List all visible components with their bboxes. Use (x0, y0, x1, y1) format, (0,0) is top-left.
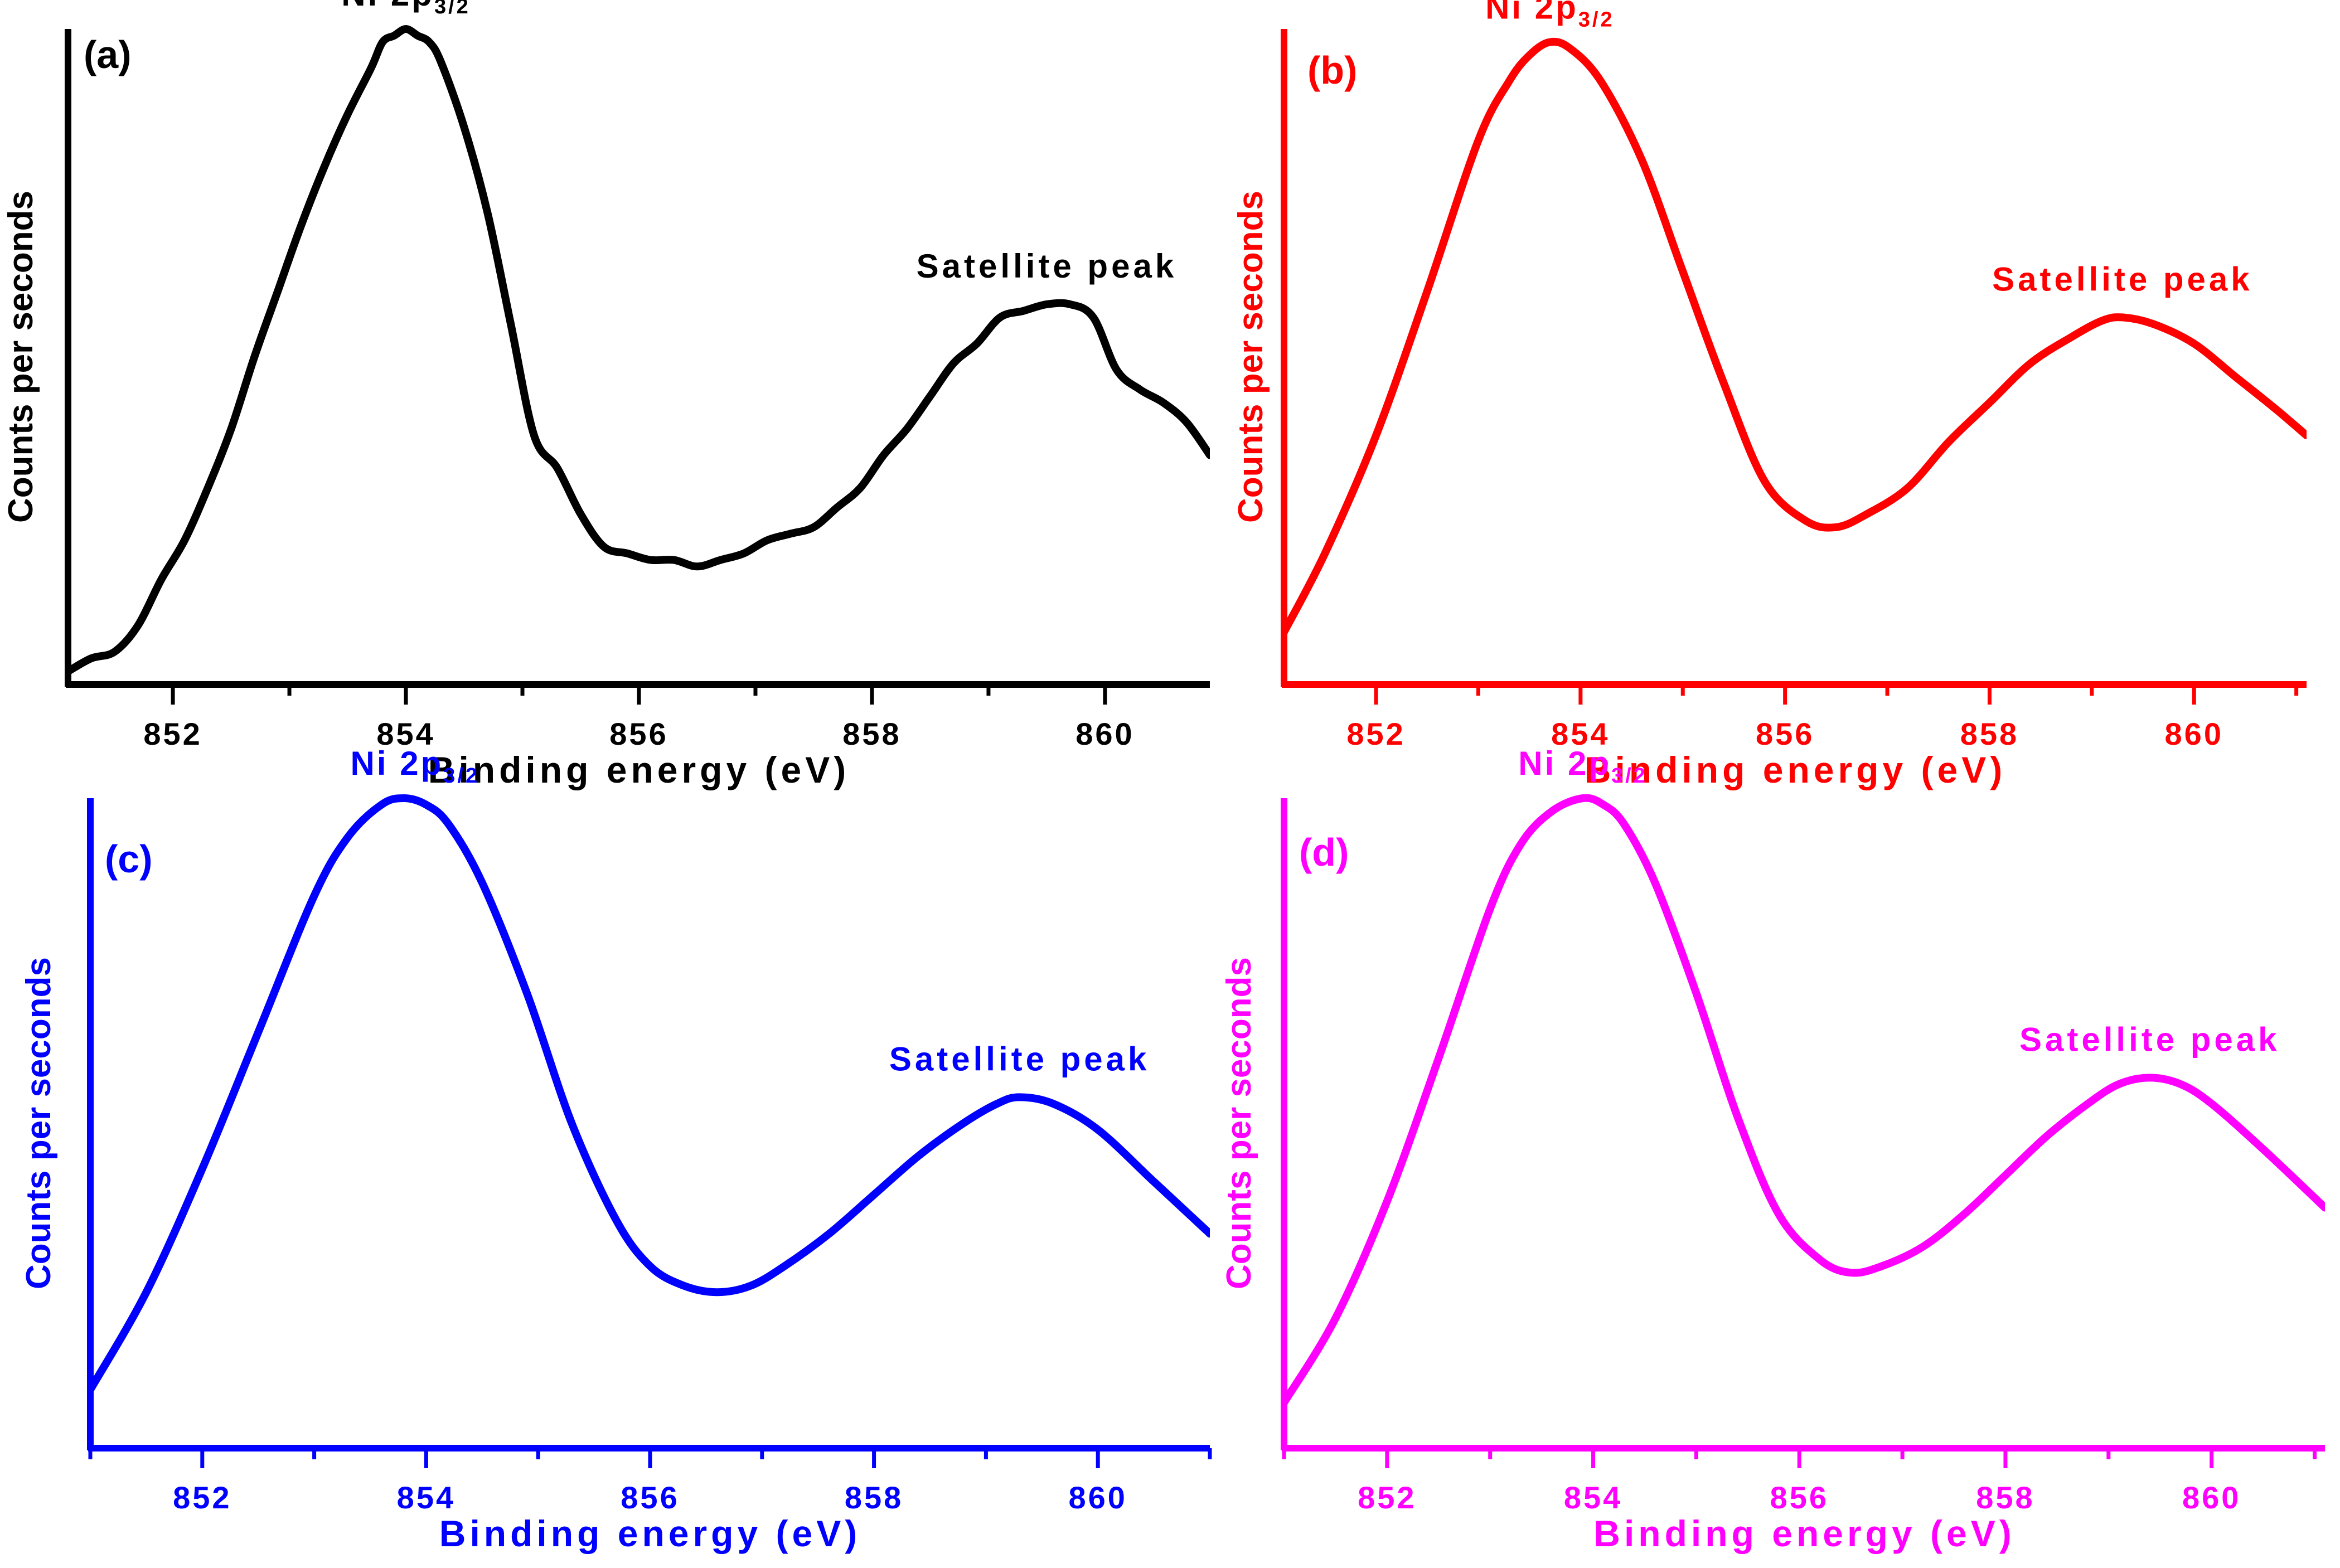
main-peak-label: Ni 2p (351, 745, 444, 782)
x-tick-label: 856 (609, 716, 668, 751)
panel-label: (b) (1307, 48, 1357, 92)
panel-c: 852 854 856 858 860 Binding energy (eV) Counts… (20, 745, 1212, 1554)
x-tick-label: 858 (845, 1480, 903, 1515)
main-peak-annotation: Ni 2p3/2 (351, 745, 480, 788)
x-axis-label: Binding energy (eV) (1585, 749, 2006, 790)
panel-a: 852 854 856 858 860 Binding energy (eV) Counts… (2, 0, 1210, 790)
x-axis-label: Binding energy (eV) (1593, 1513, 2015, 1554)
x-tick-label: 852 (143, 716, 202, 751)
y-axis-label: Counts per seconds (1232, 191, 1270, 523)
main-peak-subscript: 3/2 (443, 764, 479, 788)
x-tick-label: 860 (2182, 1480, 2241, 1515)
x-tick-label: 856 (1756, 716, 1814, 751)
main-peak-label: Ni 2p (1485, 0, 1578, 26)
x-tick-label: 852 (1358, 1480, 1416, 1515)
x-tick-label: 854 (1551, 716, 1610, 751)
x-tick-label: 858 (1976, 1480, 2034, 1515)
satellite-peak-annotation: Satellite peak (917, 247, 1178, 285)
satellite-peak-annotation: Satellite peak (2019, 1021, 2280, 1058)
panel-label: (c) (105, 837, 153, 881)
y-axis-label: Counts per seconds (20, 957, 58, 1289)
panel-label: (d) (1299, 831, 1349, 874)
x-tick-label: 856 (621, 1480, 679, 1515)
x-tick-label: 854 (1564, 1480, 1622, 1515)
x-tick-label: 860 (1068, 1480, 1127, 1515)
main-peak-subscript: 3/2 (1578, 8, 1615, 32)
x-tick-label: 858 (1960, 716, 2019, 751)
main-peak-subscript: 3/2 (1611, 764, 1648, 788)
main-peak-annotation: Ni 2p3/2 (341, 0, 471, 18)
y-axis-label: Counts per seconds (1220, 957, 1258, 1289)
main-peak-subscript: 3/2 (434, 0, 471, 18)
x-tick-label: 858 (842, 716, 901, 751)
data-line (1284, 37, 2307, 636)
panel-d: 852 854 856 858 860 Binding energy (eV) Counts… (1220, 745, 2325, 1554)
x-tick-label: 856 (1770, 1480, 1829, 1515)
satellite-peak-annotation: Satellite peak (889, 1040, 1150, 1077)
satellite-peak-annotation: Satellite peak (1992, 260, 2253, 298)
main-peak-annotation: Ni 2p3/2 (1518, 745, 1648, 788)
x-tick-label: 860 (2165, 716, 2223, 751)
main-peak-label: Ni 2p (1518, 745, 1611, 782)
y-axis-label: Counts per seconds (2, 191, 40, 523)
panel-label: (a) (84, 33, 132, 76)
data-line (90, 794, 1210, 1394)
x-tick-label: 854 (376, 716, 435, 751)
data-line (68, 25, 1210, 676)
main-peak-label: Ni 2p (341, 0, 434, 13)
data-line (1284, 794, 2325, 1407)
x-tick-label: 852 (1346, 716, 1405, 751)
x-tick-label: 860 (1075, 716, 1134, 751)
main-peak-annotation: Ni 2p3/2 (1485, 0, 1615, 32)
x-tick-label: 854 (397, 1480, 456, 1515)
x-axis-label: Binding energy (eV) (428, 749, 850, 790)
panel-b: 852 854 856 858 860 Binding energy (eV) Counts… (1232, 0, 2307, 790)
x-tick-label: 852 (173, 1480, 231, 1515)
x-axis-label: Binding energy (eV) (439, 1513, 861, 1554)
